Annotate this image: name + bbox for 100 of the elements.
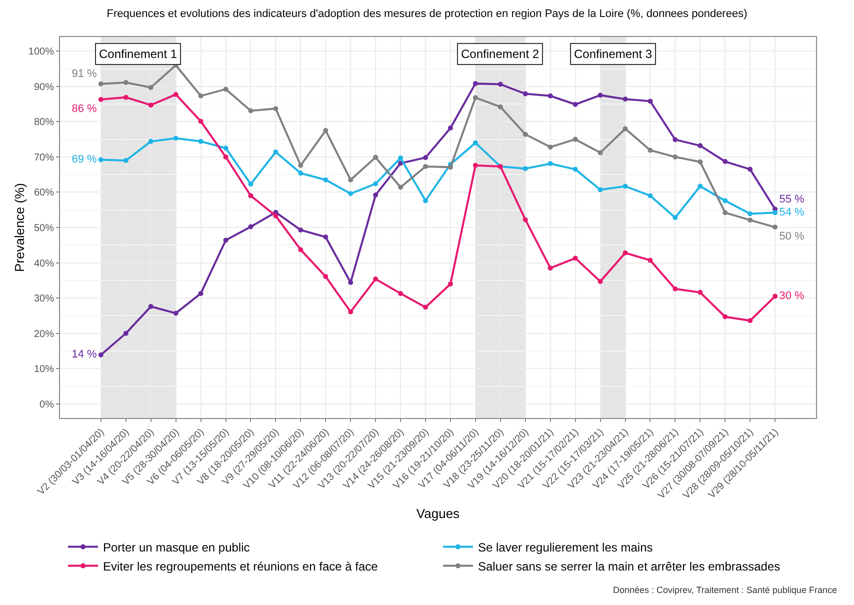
point xyxy=(498,104,503,110)
y-tick-label: 30% xyxy=(34,294,54,305)
point xyxy=(722,210,728,216)
y-tick-label: 0% xyxy=(40,399,54,410)
point xyxy=(98,81,104,86)
data-label: 54 % xyxy=(779,206,804,218)
point xyxy=(572,102,578,107)
point xyxy=(572,136,578,142)
point xyxy=(522,166,528,172)
y-tick-label: 10% xyxy=(34,364,54,376)
point xyxy=(423,155,428,160)
point xyxy=(472,162,478,168)
point xyxy=(772,294,778,299)
point xyxy=(698,290,703,295)
point xyxy=(772,224,778,230)
y-tick-label: 80% xyxy=(34,117,54,128)
point xyxy=(648,98,653,104)
point xyxy=(98,96,104,102)
point xyxy=(248,108,254,114)
point xyxy=(373,276,378,282)
point xyxy=(598,278,603,284)
point xyxy=(273,106,278,112)
point xyxy=(622,126,628,132)
point xyxy=(598,150,603,156)
point xyxy=(448,164,453,170)
x-axis-title: Vagues xyxy=(416,506,460,522)
point xyxy=(698,159,703,164)
point xyxy=(348,309,354,314)
legend-label: Se laver regulierement les mains xyxy=(478,540,653,554)
point xyxy=(273,213,278,218)
point xyxy=(323,177,328,182)
y-tick-label: 20% xyxy=(34,328,54,340)
point xyxy=(698,143,703,148)
point xyxy=(323,128,328,133)
point xyxy=(398,156,404,160)
point xyxy=(598,92,603,98)
point xyxy=(248,193,254,198)
point xyxy=(423,304,428,310)
point xyxy=(123,330,128,336)
point xyxy=(548,161,553,166)
point xyxy=(722,198,728,204)
point xyxy=(572,166,578,172)
point xyxy=(373,181,378,186)
data-label: 86 % xyxy=(72,102,98,115)
data-label: 14 % xyxy=(72,348,98,361)
point xyxy=(348,280,354,286)
y-tick-label: 100% xyxy=(28,46,54,58)
point xyxy=(348,177,354,182)
y-tick-label: 60% xyxy=(34,188,54,199)
point xyxy=(572,256,578,261)
point xyxy=(298,162,304,168)
point xyxy=(123,94,128,100)
point xyxy=(323,234,328,240)
point xyxy=(748,211,753,216)
point xyxy=(622,250,628,256)
point xyxy=(148,102,154,108)
point xyxy=(672,137,678,142)
point xyxy=(722,314,728,320)
data-label: 30 % xyxy=(779,290,804,302)
point xyxy=(748,318,753,324)
point xyxy=(522,91,528,96)
point xyxy=(772,210,778,216)
y-tick-label: 40% xyxy=(34,258,54,270)
point xyxy=(223,86,228,92)
point xyxy=(698,184,703,189)
point xyxy=(423,198,428,204)
legend-label: Saluer sans se serrer la main et arrêter les embrassades xyxy=(478,559,780,574)
point xyxy=(648,148,653,153)
point xyxy=(173,310,178,316)
legend-label: Porter un masque en public xyxy=(103,540,250,554)
point xyxy=(198,290,204,296)
band-label: Confinement 3 xyxy=(574,47,652,61)
point xyxy=(472,95,478,100)
point xyxy=(148,138,154,144)
point xyxy=(672,154,678,160)
point xyxy=(748,218,753,223)
point xyxy=(248,224,254,230)
point xyxy=(298,170,304,176)
y-tick-label: 50% xyxy=(34,223,54,234)
point xyxy=(173,92,178,97)
point xyxy=(722,159,728,164)
point xyxy=(472,140,478,146)
point xyxy=(472,81,478,86)
band-label: Confinement 2 xyxy=(461,47,540,61)
y-axis-title: Prevalence (%) xyxy=(12,183,27,272)
point xyxy=(748,166,753,172)
point xyxy=(348,191,354,196)
y-tick-label: 70% xyxy=(34,152,54,164)
point xyxy=(298,227,304,232)
data-label: 91 % xyxy=(72,68,98,80)
point xyxy=(123,158,128,163)
point xyxy=(548,266,553,271)
point xyxy=(123,80,128,86)
point xyxy=(648,193,653,198)
y-tick-label: 90% xyxy=(34,82,54,93)
point xyxy=(448,281,453,286)
point xyxy=(598,187,603,192)
data-label: 55 % xyxy=(779,193,804,206)
data-label: 69 % xyxy=(72,154,98,166)
data-label: 50 % xyxy=(779,230,804,243)
